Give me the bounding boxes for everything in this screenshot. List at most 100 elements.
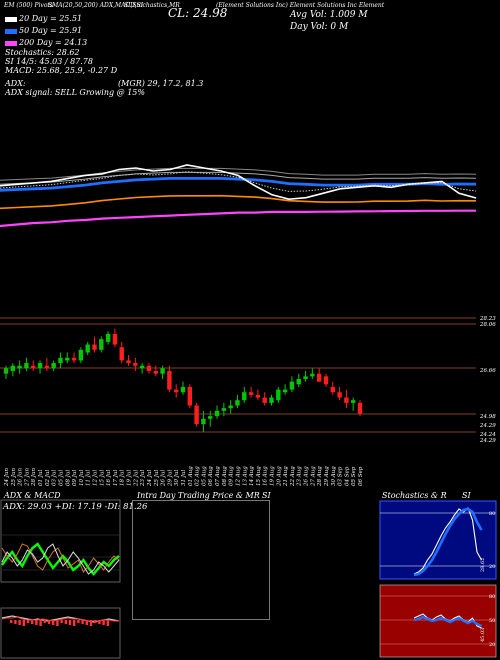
macd-histogram-bar [73,620,76,626]
stoch-level-label: 20 [489,564,495,570]
macd-histogram-bar [52,620,55,625]
macd-histogram-bar [14,620,17,624]
stoch-panel-title: Stochastics & R [382,491,447,500]
macd-frame [0,607,121,659]
adx-values: ADX: 29.03 +DI: 17.19 -DI: 81.26 [3,502,148,512]
date-axis-label: 03 Jul [52,470,58,486]
macd-histogram-bar [60,620,63,623]
price-axis-label: 24.29 [479,438,496,444]
date-axis-label: 20 Aug [276,466,282,487]
candle-body [153,371,158,374]
date-axis-label: 22 Aug [290,466,296,487]
candle-body [10,365,16,372]
macd-histogram-bar [56,620,59,626]
chart-tag-oscillators: SI,Stochastics,MR [124,2,180,9]
date-axis-label: 02 Aug [195,466,201,486]
candle-body [303,376,308,379]
adx-panel-title: ADX & MACD [4,491,61,500]
date-axis-label: 02 Jul [45,470,51,486]
candle-body [242,392,247,401]
date-axis-label: 19 Jul [127,470,133,486]
candle-body [119,347,124,361]
date-axis-label: 26 Jul [161,470,167,487]
rsi-level-label: 20 [489,642,495,648]
legend-adx-signal: ADX signal: SELL Growing @ 15% [5,88,145,97]
candle-body [44,365,50,369]
candle-body [160,368,165,374]
macd-histogram-bar [98,620,101,624]
date-axis-label: 09 Jul [72,470,78,486]
date-axis-label: 28 Jun [31,468,37,487]
candle-body [51,363,56,369]
date-axis-label: 05 Aug [201,466,207,486]
date-axis-label: 17 Jul [113,470,119,486]
intraday-panel-title: Intra Day Trading Price & MR [137,491,260,500]
candle-body [24,363,29,369]
macd-histogram-bar [18,620,21,625]
candle-body [255,394,261,398]
price-axis-label: 24.98 [479,414,496,420]
legend-stochastics: Stochastics: 28.62 [5,48,80,57]
date-axis-label: 12 Aug [235,466,241,486]
candle-body [99,339,104,350]
date-axis-label: 08 Aug [222,466,228,486]
macd-histogram-bar [81,620,84,624]
sma50-swatch [5,28,17,34]
stoch-last-label: 28.62 [480,558,486,572]
candle-body [262,397,267,403]
candle-body [37,363,43,369]
intraday-chart [132,500,270,620]
date-axis-label: 30 Jul [174,470,180,486]
price-chart [0,164,477,228]
date-axis-label: 01 Aug [188,466,194,486]
rsi-signal-line [413,615,482,628]
legend-sma50: 50 Day = 25.91 [5,26,82,35]
macd-histogram-bar [85,620,88,625]
date-axis-label: 28 Aug [317,466,323,487]
candle-body [201,418,206,425]
macd-histogram-bar [22,620,25,626]
macd-histogram-bar [35,620,38,625]
date-axis-label: 16 Aug [263,466,269,486]
date-axis-label: 01 Jul [38,470,44,486]
candle-body [310,373,315,377]
date-axis-label: 24 Jun [4,468,10,487]
date-axis-label: 29 Jul [167,470,173,487]
candle-body [276,389,281,401]
date-axis-label: 06 Sep [358,466,364,486]
candle-body [235,400,240,406]
price-axis-label: 28.23 [479,316,496,322]
macd-histogram-bar [102,620,105,625]
date-axis-label: 04 Sep [344,466,350,486]
date-axis-label: 06 Aug [208,466,214,486]
date-axis-label: 24 Jul [147,470,153,487]
date-axis-label: 19 Aug [270,466,276,486]
candle-body [221,408,227,411]
candle-body [187,386,193,406]
candle-body [330,386,335,393]
candle-body [126,360,131,364]
company-name: (Element Solutions Inc) Element Solution… [216,2,385,9]
candle-body [282,389,288,393]
day-volume: Day Vol: 0 M [290,22,349,32]
macd-histogram-bar [89,620,93,626]
chart-tag-pivots: EM (500) Pivots [4,2,53,9]
intraday-si-label: SI [262,491,271,500]
candle-body [139,365,145,369]
adx-frame [0,499,121,583]
price-axis-label: 24.29 [479,423,496,429]
date-axis-label: 11 Jul [86,470,92,486]
date-axis-label: 08 Jul [65,470,71,486]
candle-body [350,400,356,403]
candle-body [65,357,70,361]
close-price: CL: 24.98 [168,6,228,20]
candle-body [133,363,138,366]
series-line-20-day [0,164,477,201]
legend-sma20: 20 Day = 25.51 [5,14,82,23]
candle-body [337,392,342,398]
stoch-level-label: 80 [489,511,495,517]
candle-body [248,392,254,395]
band-line-0 [0,171,477,185]
